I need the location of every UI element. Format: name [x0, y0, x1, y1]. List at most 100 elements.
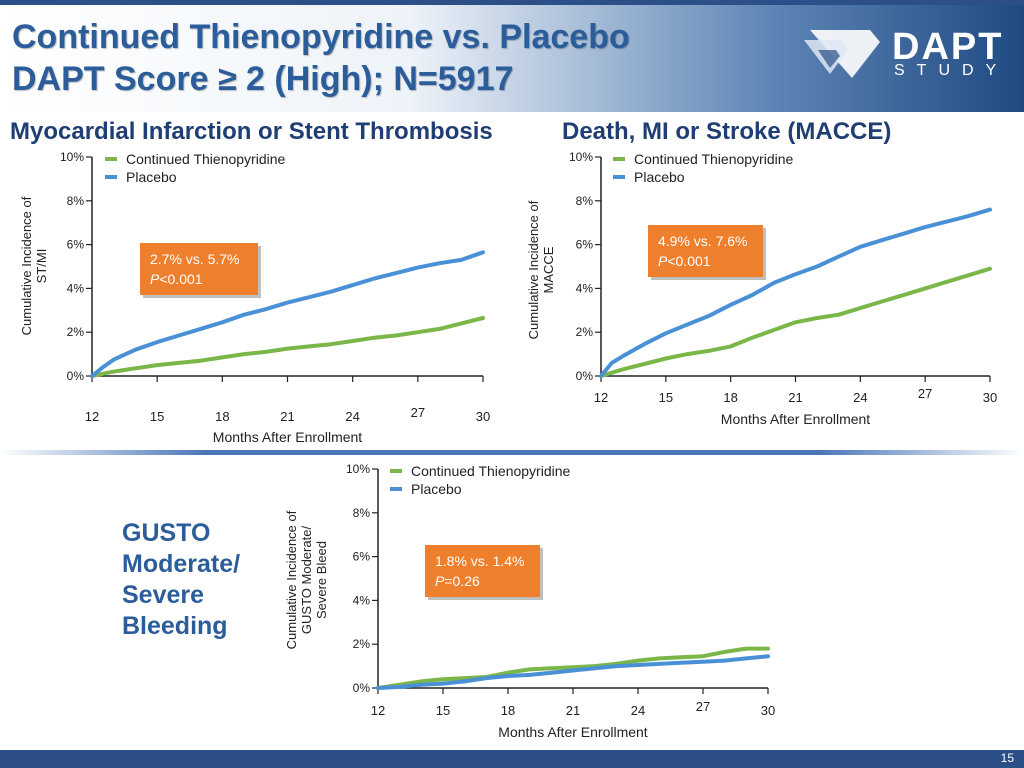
chart1-y-tick-label: 2% [67, 325, 85, 339]
chart2-x-tick-label: 21 [788, 390, 802, 405]
dapt-shield-icon [804, 30, 880, 78]
gusto-label-line: Severe [122, 581, 205, 609]
chart1-legend-label-placebo: Placebo [126, 169, 177, 185]
gusto-label-line: Bleeding [122, 612, 228, 640]
chart3-callout-result: 1.8% vs. 1.4% [435, 553, 525, 569]
chart2-x-tick-label: 24 [853, 390, 867, 405]
chart3-x-axis-label: Months After Enrollment [498, 724, 648, 740]
chart2-x-tick-label: 30 [983, 390, 997, 405]
chart1-y-tick-label: 8% [67, 194, 85, 208]
chart3-legend-swatch-placebo [390, 487, 402, 491]
chart1-x-tick-label: 30 [476, 409, 490, 424]
chart1-y-tick-label: 4% [67, 281, 85, 295]
chart2-callout-result: 4.9% vs. 7.6% [658, 233, 748, 249]
chart1-x-tick-label: 21 [280, 409, 294, 424]
chart3-series-continued-line [376, 646, 770, 690]
chart2-x-axis-label: Months After Enrollment [721, 411, 871, 427]
chart1-x-tick-label: 15 [150, 409, 164, 424]
chart1-x-tick-label: 24 [345, 409, 359, 424]
chart1-callout-result: 2.7% vs. 5.7% [150, 251, 240, 267]
chart2-callout-p-label: P [658, 253, 668, 269]
chart1-series-placebo-line [90, 250, 485, 378]
chart2-legend-swatch-continued [613, 157, 625, 161]
gusto-label-line: Moderate/ [122, 550, 241, 578]
chart3-x-tick-label: 27 [696, 699, 710, 714]
chart1-y-tick-label: 10% [60, 150, 84, 164]
chart1-y-tick-label: 0% [67, 369, 85, 383]
chart3-legend-swatch-continued [390, 469, 402, 473]
chart1-x-tick-label: 27 [411, 405, 425, 420]
chart3-legend-label-placebo: Placebo [411, 481, 462, 497]
chart3-x-tick-label: 12 [371, 703, 385, 718]
chart3-legend-label-continued: Continued Thienopyridine [411, 463, 571, 479]
chart2-legend-swatch-placebo [613, 175, 625, 179]
chart2-callout-box [648, 225, 763, 277]
chart3-series-placebo-line [376, 654, 770, 690]
chart2-title: Death, MI or Stroke (MACCE) [562, 118, 892, 145]
chart3-x-tick-label: 24 [631, 703, 645, 718]
chart2-x-tick-label: 18 [723, 390, 737, 405]
chart3-callout-p-label: P [435, 573, 445, 589]
gusto-label-line: GUSTO [122, 519, 211, 547]
chart2-y-tick-label: 8% [576, 194, 594, 208]
chart2-callout-p-value: <0.001 [667, 253, 710, 269]
chart1-series-continued-line [90, 316, 485, 378]
chart2-x-tick-label: 12 [594, 390, 608, 405]
logo-subtext: STUDY [894, 62, 1009, 79]
chart3-y-tick-label: 4% [353, 593, 371, 607]
chart1-legend-swatch-placebo [105, 175, 117, 179]
gusto-label: GUSTO Moderate/ Severe Bleeding [122, 518, 272, 642]
chart1-y-axis-label: ST/MI [34, 249, 49, 284]
chart2-callout-pvalue: P<0.001 [658, 253, 711, 269]
chart3-x-tick-label: 18 [501, 703, 515, 718]
chart3-y-tick-label: 10% [346, 462, 370, 476]
chart3-y-tick-label: 2% [353, 637, 371, 651]
slide-subtitle: DAPT Score ≥ 2 (High); N=5917 [12, 60, 514, 98]
chart1-title: Myocardial Infarction or Stent Thrombosi… [10, 118, 493, 145]
slide-footer: 15 [0, 750, 1024, 768]
chart3-x-tick-label: 21 [566, 703, 580, 718]
chart1-callout-box [140, 243, 258, 295]
chart2-y-tick-label: 4% [576, 281, 594, 295]
chart1-callout-p-label: P [150, 271, 160, 287]
chart2-y-tick-label: 10% [569, 150, 593, 164]
slide-header: Continued Thienopyridine vs. Placebo DAP… [0, 0, 1024, 112]
chart2-legend-label-continued: Continued Thienopyridine [634, 151, 794, 167]
chart3-x-tick-label: 30 [761, 703, 775, 718]
chart1-x-tick-label: 12 [85, 409, 99, 424]
chart3-y-tick-label: 6% [353, 550, 371, 564]
chart3-y-tick-label: 8% [353, 506, 371, 520]
chart1-callout-pvalue: P<0.001 [150, 271, 203, 287]
chart1-x-tick-label: 18 [215, 409, 229, 424]
chart2-y-axis-label: MACCE [541, 246, 556, 293]
chart3-y-axis-label: Cumulative Incidence of [284, 510, 299, 649]
header-top-line [0, 0, 1024, 5]
chart2-x-tick-label: 27 [918, 386, 932, 401]
chart1-legend-swatch-continued [105, 157, 117, 161]
section-divider [0, 450, 1024, 455]
chart2-series-continued-line [599, 266, 992, 378]
chart1-x-axis-label: Months After Enrollment [213, 429, 363, 445]
chart1-y-tick-label: 6% [67, 238, 85, 252]
dapt-logo: DAPT STUDY [800, 22, 1010, 84]
chart1-y-axis-label: Cumulative Incidence of [19, 196, 34, 335]
chart2-y-axis-label: Cumulative Incidence of [526, 200, 541, 339]
chart3-callout-box [425, 545, 540, 597]
chart3-callout-pvalue: P=0.26 [435, 573, 480, 589]
chart2-y-tick-label: 2% [576, 325, 594, 339]
chart2-x-tick-label: 15 [659, 390, 673, 405]
chart2-y-tick-label: 6% [576, 238, 594, 252]
chart3-y-axis-label: Severe Bleed [314, 541, 329, 619]
chart2-y-tick-label: 0% [576, 369, 594, 383]
slide-title: Continued Thienopyridine vs. Placebo [12, 18, 630, 56]
page-number: 15 [1000, 751, 1014, 765]
chart2-legend-label-placebo: Placebo [634, 169, 685, 185]
chart1-legend-label-continued: Continued Thienopyridine [126, 151, 286, 167]
chart1-callout-p-value: <0.001 [159, 271, 202, 287]
chart3-x-tick-label: 15 [436, 703, 450, 718]
chart3-y-axis-label: GUSTO Moderate/ [299, 526, 314, 635]
chart3-y-tick-label: 0% [353, 681, 371, 695]
chart3-callout-p-value: =0.26 [444, 573, 480, 589]
chart2-series-placebo-line [599, 207, 992, 378]
